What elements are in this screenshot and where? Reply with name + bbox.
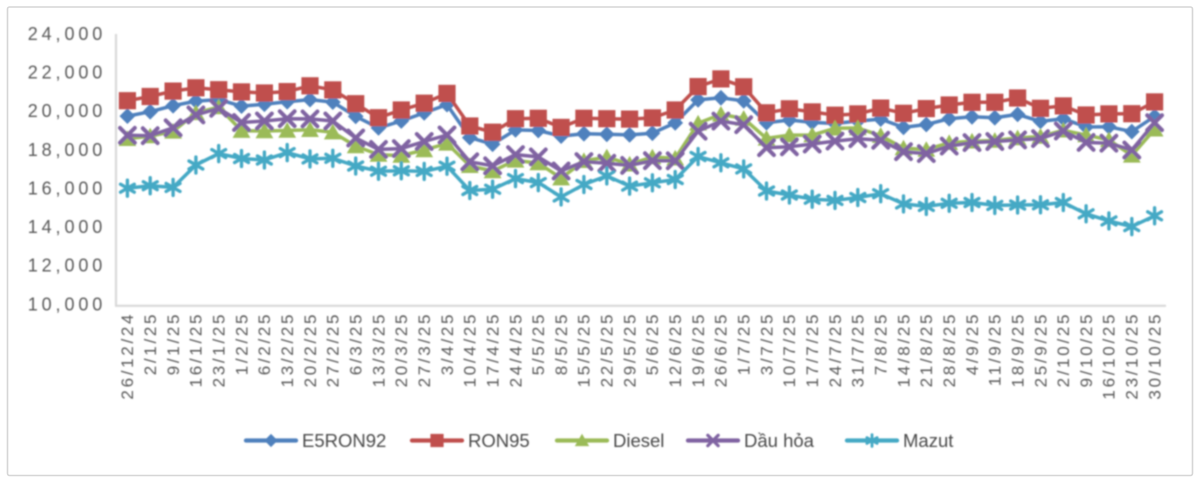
svg-text:13/2/25: 13/2/25 [278,312,297,388]
svg-text:18,000: 18,000 [28,140,106,160]
svg-text:10/4/25: 10/4/25 [461,312,480,388]
svg-text:20/2/25: 20/2/25 [301,312,320,388]
svg-text:5/6/25: 5/6/25 [643,312,662,375]
svg-text:29/5/25: 29/5/25 [620,312,639,388]
svg-text:19/6/25: 19/6/25 [689,312,708,388]
svg-text:16/10/25: 16/10/25 [1100,312,1119,400]
svg-text:1/7/25: 1/7/25 [735,312,754,375]
svg-text:26/6/25: 26/6/25 [712,312,731,388]
svg-text:20/3/25: 20/3/25 [392,312,411,388]
svg-text:Mazut: Mazut [903,430,953,451]
svg-text:14/8/25: 14/8/25 [894,312,913,388]
svg-text:22/5/25: 22/5/25 [598,312,617,388]
svg-text:12,000: 12,000 [28,256,106,276]
svg-text:16,000: 16,000 [28,178,106,198]
svg-text:21/8/25: 21/8/25 [917,312,936,388]
svg-text:10/7/25: 10/7/25 [780,312,799,388]
svg-text:E5RON92: E5RON92 [302,430,386,451]
svg-text:12/6/25: 12/6/25 [666,312,685,388]
svg-text:25/9/25: 25/9/25 [1031,312,1050,388]
svg-text:9/1/25: 9/1/25 [164,312,183,375]
svg-text:22,000: 22,000 [28,63,106,83]
svg-text:Diesel: Diesel [613,430,664,451]
svg-text:26/12/24: 26/12/24 [118,312,137,400]
svg-text:24,000: 24,000 [28,24,106,44]
svg-text:Dầu hỏa: Dầu hỏa [744,430,815,451]
svg-text:6/2/25: 6/2/25 [255,312,274,375]
svg-text:31/7/25: 31/7/25 [849,312,868,388]
svg-text:6/3/25: 6/3/25 [347,312,366,375]
svg-text:15/5/25: 15/5/25 [575,312,594,388]
svg-text:5/5/25: 5/5/25 [529,312,548,375]
svg-text:30/10/25: 30/10/25 [1145,312,1164,400]
svg-text:27/2/25: 27/2/25 [324,312,343,388]
svg-text:7/8/25: 7/8/25 [872,312,891,375]
svg-text:16/1/25: 16/1/25 [187,312,206,388]
svg-text:11/9/25: 11/9/25 [986,312,1005,386]
svg-text:24/4/25: 24/4/25 [506,312,525,388]
svg-text:14,000: 14,000 [28,217,106,237]
svg-text:9/10/25: 9/10/25 [1077,312,1096,388]
svg-text:23/1/25: 23/1/25 [210,312,229,388]
svg-text:3/4/25: 3/4/25 [438,312,457,375]
svg-text:28/8/25: 28/8/25 [940,312,959,388]
svg-text:27/3/25: 27/3/25 [415,312,434,388]
svg-text:23/10/25: 23/10/25 [1123,312,1142,400]
svg-text:4/9/25: 4/9/25 [963,312,982,375]
svg-text:17/4/25: 17/4/25 [483,312,502,388]
svg-text:10,000: 10,000 [28,294,106,314]
svg-text:2/1/25: 2/1/25 [141,312,160,375]
svg-text:13/3/25: 13/3/25 [369,312,388,388]
svg-text:3/7/25: 3/7/25 [757,312,776,375]
svg-text:RON95: RON95 [468,430,530,451]
svg-text:2/10/25: 2/10/25 [1054,312,1073,388]
svg-text:18/9/25: 18/9/25 [1008,312,1027,388]
svg-text:24/7/25: 24/7/25 [826,312,845,388]
svg-text:8/5/25: 8/5/25 [552,312,571,375]
svg-text:17/7/25: 17/7/25 [803,312,822,388]
svg-text:20,000: 20,000 [28,101,106,121]
svg-text:1/2/25: 1/2/25 [232,312,251,375]
